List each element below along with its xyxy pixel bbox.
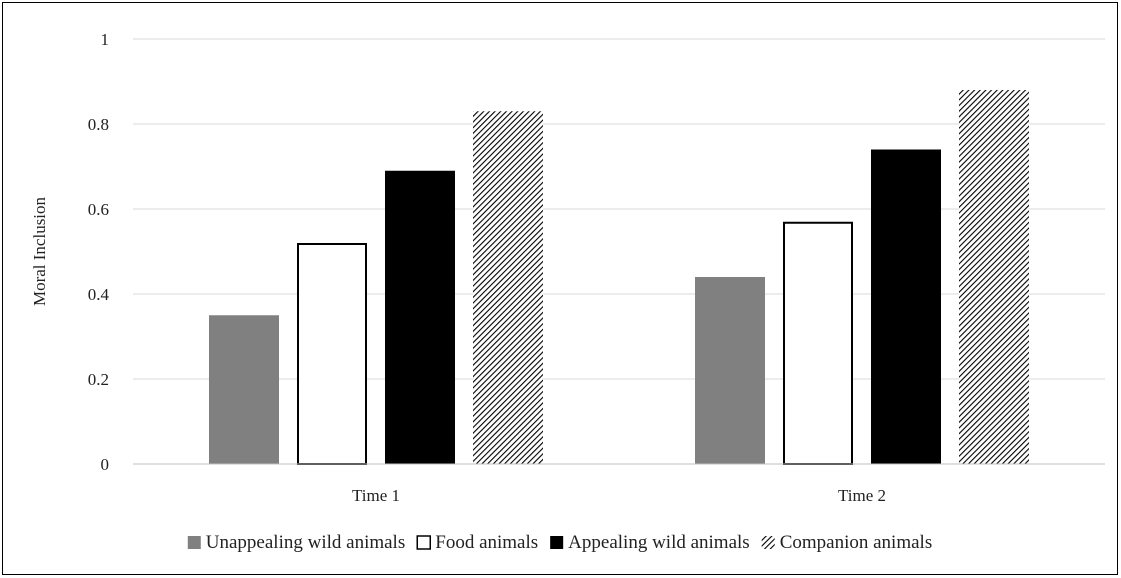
legend-item: Appealing wild animals: [550, 532, 750, 553]
y-tick-label: 0.2: [88, 370, 109, 389]
x-category-label: Time 1: [352, 486, 400, 505]
y-axis-title: Moral Inclusion: [30, 196, 49, 306]
y-tick-label: 0.4: [88, 285, 110, 304]
legend: Unappealing wild animals Food animals Appe…: [187, 532, 933, 553]
axis-layer: 0 0.2 0.4 0.6 0.8 1 Moral Inclusion Time 1 Time …: [30, 30, 1105, 505]
legend-item: Food animals: [416, 532, 538, 553]
bar: [783, 221, 853, 465]
legend-item: Companion animals: [761, 532, 933, 553]
legend-item: Unappealing wild animals: [187, 532, 405, 553]
legend-swatch: [187, 536, 201, 549]
bar: [695, 277, 765, 464]
legend-label: Appealing wild animals: [568, 532, 750, 553]
legend-swatch: [761, 536, 775, 549]
legend-label: Companion animals: [780, 532, 933, 553]
bar: [871, 149, 941, 464]
bars-layer: [209, 90, 1029, 465]
x-category-label: Time 2: [838, 486, 886, 505]
y-tick-label: 1: [101, 30, 110, 49]
y-tick-label: 0: [101, 455, 110, 474]
bar: [297, 243, 367, 465]
bar: [473, 111, 543, 464]
legend-swatch: [550, 536, 564, 549]
bar: [959, 90, 1029, 464]
bar: [209, 315, 279, 464]
legend-swatch: [416, 535, 431, 550]
bar-chart: 0 0.2 0.4 0.6 0.8 1 Moral Inclusion Time 1 Time …: [30, 30, 1105, 553]
grid-layer: [133, 38, 1105, 380]
y-tick-label: 0.8: [88, 115, 109, 134]
legend-label: Food animals: [435, 532, 538, 553]
y-tick-label: 0.6: [88, 200, 109, 219]
legend-label: Unappealing wild animals: [206, 532, 405, 553]
bar: [385, 170, 455, 464]
